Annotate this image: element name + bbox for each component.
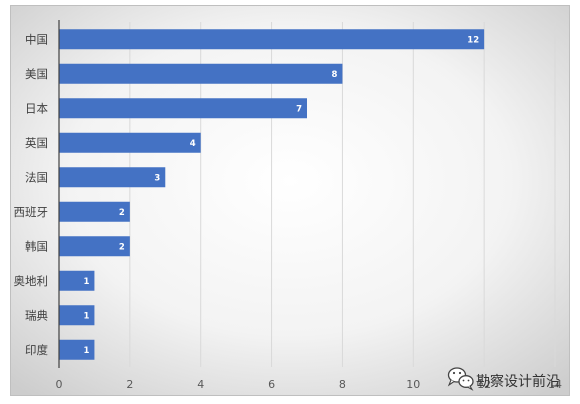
category-label: 英国 — [25, 136, 48, 150]
bar-4 — [59, 132, 201, 153]
bar-9 — [59, 305, 95, 326]
data-label: 1 — [84, 277, 90, 287]
category-label: 美国 — [25, 67, 48, 81]
data-label: 4 — [190, 139, 196, 149]
data-label: 8 — [332, 70, 338, 80]
data-label: 7 — [296, 104, 302, 114]
category-label: 瑞典 — [25, 308, 48, 322]
x-tick-label: 2 — [126, 378, 133, 391]
data-label: 1 — [84, 346, 90, 356]
bar-10 — [59, 339, 95, 360]
x-tick-label: 8 — [339, 378, 346, 391]
data-label: 1 — [84, 311, 90, 321]
bars — [59, 29, 485, 360]
x-tick-label: 12 — [477, 378, 491, 391]
bar-1 — [59, 29, 485, 50]
wechat-icon — [447, 367, 474, 391]
watermark-text: 勘察设计前沿 — [476, 373, 560, 390]
bar-7 — [59, 236, 130, 257]
bar-8 — [59, 270, 95, 291]
data-label: 2 — [119, 242, 125, 252]
bar-3 — [59, 98, 307, 119]
labels: 0 2 4 6 8 10 12 14 12 中国 8 美国 7 日本 4 英国 3 法国 2 西班牙 2 韩国 1 奥地利 1 瑞… — [14, 32, 563, 391]
category-label: 印度 — [25, 343, 48, 357]
category-label: 西班牙 — [14, 205, 49, 219]
category-label: 中国 — [25, 32, 48, 46]
bar-2 — [59, 63, 343, 84]
category-label: 法国 — [25, 170, 48, 184]
x-tick-label: 0 — [56, 378, 63, 391]
bar-6 — [59, 201, 130, 222]
x-tick-label: 6 — [268, 378, 275, 391]
x-tick-label: 10 — [406, 378, 420, 391]
category-label: 日本 — [25, 101, 48, 115]
bar-5 — [59, 167, 166, 188]
category-label: 韩国 — [25, 239, 48, 253]
x-tick-label: 14 — [548, 378, 562, 391]
watermark: 勘察设计前沿 — [447, 367, 560, 391]
x-tick-label: 4 — [197, 378, 204, 391]
data-label: 3 — [154, 173, 160, 183]
data-label: 12 — [467, 35, 479, 45]
data-label: 2 — [119, 208, 125, 218]
category-label: 奥地利 — [14, 274, 49, 288]
